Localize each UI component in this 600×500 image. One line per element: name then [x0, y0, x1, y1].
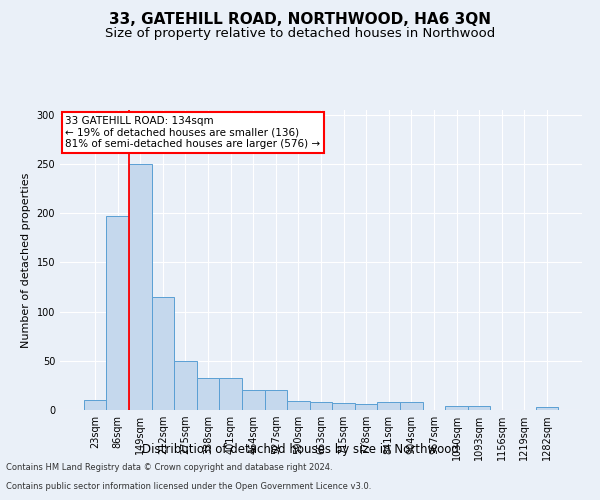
Bar	[355, 404, 377, 410]
Bar	[220, 378, 242, 410]
Text: Size of property relative to detached houses in Northwood: Size of property relative to detached ho…	[105, 28, 495, 40]
Bar	[332, 403, 355, 410]
Bar	[468, 406, 490, 410]
Bar	[129, 164, 152, 410]
Bar	[377, 402, 400, 410]
Bar	[174, 361, 197, 410]
Text: Contains public sector information licensed under the Open Government Licence v3: Contains public sector information licen…	[6, 482, 371, 491]
Bar	[84, 400, 106, 410]
Bar	[265, 390, 287, 410]
Bar	[152, 297, 174, 410]
Text: 33, GATEHILL ROAD, NORTHWOOD, HA6 3QN: 33, GATEHILL ROAD, NORTHWOOD, HA6 3QN	[109, 12, 491, 28]
Bar	[445, 406, 468, 410]
Bar	[400, 402, 422, 410]
Bar	[310, 402, 332, 410]
Y-axis label: Number of detached properties: Number of detached properties	[21, 172, 31, 348]
Bar	[106, 216, 129, 410]
Bar	[197, 378, 220, 410]
Text: Contains HM Land Registry data © Crown copyright and database right 2024.: Contains HM Land Registry data © Crown c…	[6, 464, 332, 472]
Text: Distribution of detached houses by size in Northwood: Distribution of detached houses by size …	[142, 442, 458, 456]
Bar	[536, 407, 558, 410]
Text: 33 GATEHILL ROAD: 134sqm
← 19% of detached houses are smaller (136)
81% of semi-: 33 GATEHILL ROAD: 134sqm ← 19% of detach…	[65, 116, 320, 149]
Bar	[287, 401, 310, 410]
Bar	[242, 390, 265, 410]
